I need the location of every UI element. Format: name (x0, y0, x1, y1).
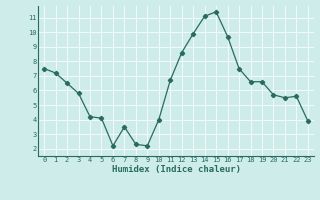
X-axis label: Humidex (Indice chaleur): Humidex (Indice chaleur) (111, 165, 241, 174)
